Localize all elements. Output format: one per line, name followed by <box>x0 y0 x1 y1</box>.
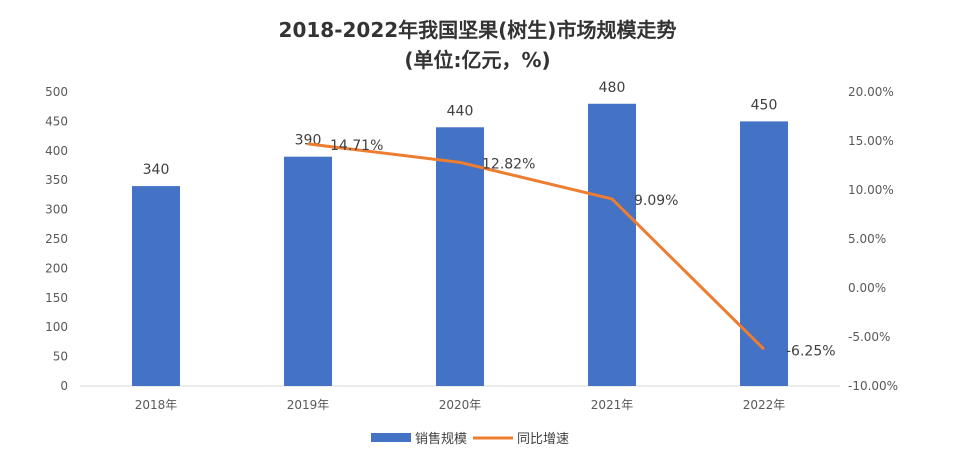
left-tick-label: 150 <box>45 291 68 305</box>
left-tick-label: 100 <box>45 320 68 334</box>
bar-data-label: 340 <box>143 162 170 178</box>
x-tick-label: 2020年 <box>439 398 482 412</box>
bar <box>436 127 484 386</box>
chart-title: 2018-2022年我国坚果(树生)市场规模走势 <box>278 18 677 42</box>
left-tick-label: 50 <box>53 350 68 364</box>
left-tick-label: 400 <box>45 144 68 158</box>
x-tick-label: 2021年 <box>591 398 634 412</box>
x-tick-label: 2019年 <box>287 398 330 412</box>
right-tick-label: -10.00% <box>848 379 898 393</box>
right-tick-label: -5.00% <box>848 330 890 344</box>
chart-subtitle: (单位:亿元，%) <box>404 48 551 72</box>
growth-line <box>307 142 766 351</box>
bar <box>132 186 180 386</box>
right-tick-label: 15.00% <box>848 134 894 148</box>
bar <box>588 103 636 386</box>
left-tick-label: 200 <box>45 261 68 275</box>
right-tick-label: 5.00% <box>848 232 886 246</box>
line-data-label: -6.25% <box>786 343 836 359</box>
right-tick-label: 0.00% <box>848 281 886 295</box>
bar <box>740 121 788 387</box>
line-data-label: 12.82% <box>482 156 535 172</box>
left-tick-label: 500 <box>45 85 68 99</box>
left-tick-label: 250 <box>45 232 68 246</box>
right-tick-label: 10.00% <box>848 183 894 197</box>
left-tick-label: 300 <box>45 203 68 217</box>
line-data-label: 9.09% <box>634 193 678 209</box>
right-tick-label: 20.00% <box>848 85 894 99</box>
bar-data-label: 440 <box>447 103 474 119</box>
legend-swatch-bar <box>371 433 411 442</box>
left-tick-label: 450 <box>45 114 68 128</box>
bar-data-label: 450 <box>751 97 778 113</box>
left-tick-label: 350 <box>45 173 68 187</box>
bar-data-label: 480 <box>599 80 626 96</box>
bar <box>284 156 332 386</box>
legend-label-bar: 销售规模 <box>415 431 467 447</box>
x-tick-label: 2022年 <box>743 398 786 412</box>
x-tick-label: 2018年 <box>135 398 178 412</box>
line-data-label: 14.71% <box>330 138 383 154</box>
legend-label-line: 同比增速 <box>517 432 569 447</box>
left-tick-label: 0 <box>60 379 68 393</box>
